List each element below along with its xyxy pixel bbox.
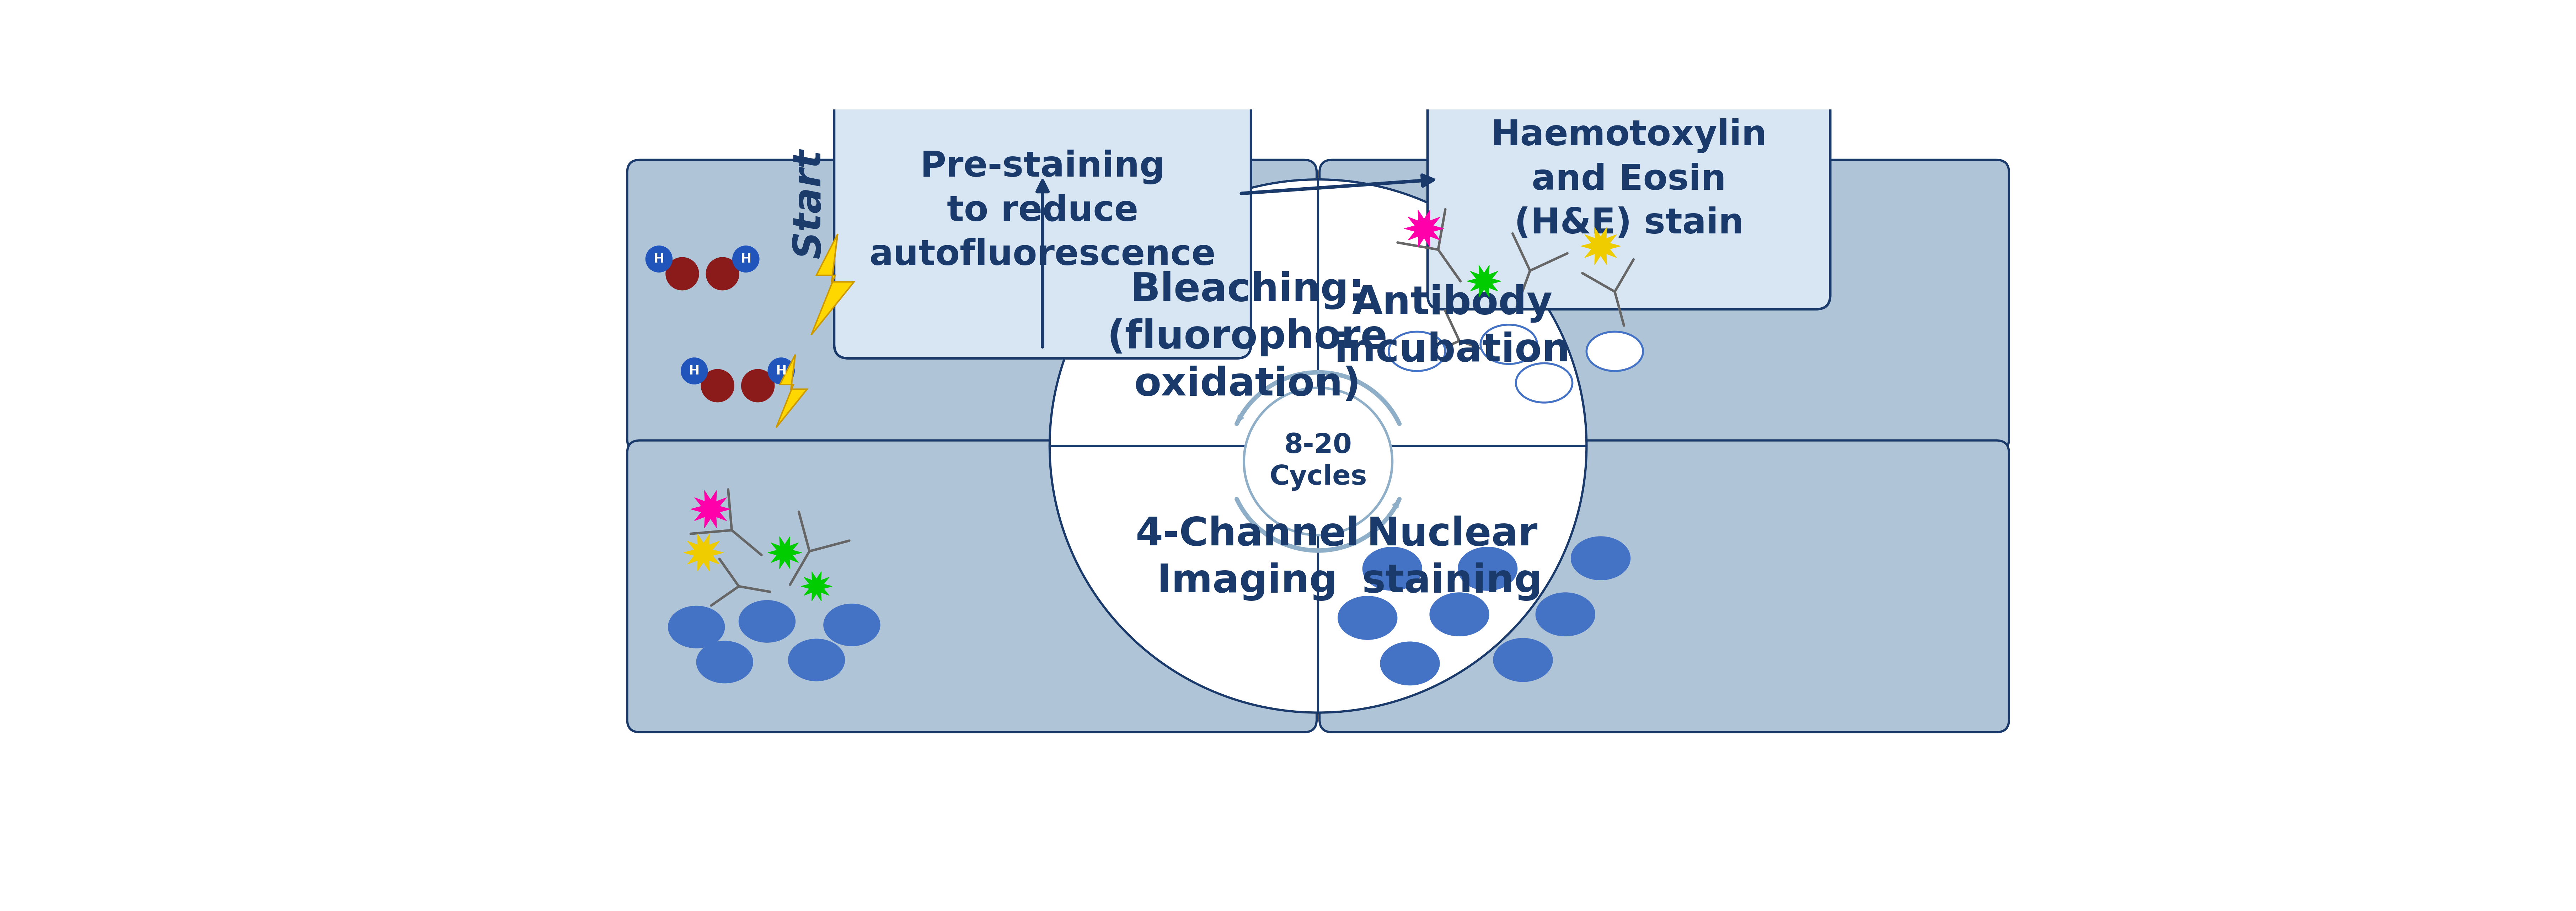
Text: 4-Channel
Imaging: 4-Channel Imaging <box>1136 516 1360 601</box>
Text: Bleaching:
(fluorophore
oxidation): Bleaching: (fluorophore oxidation) <box>1108 271 1388 404</box>
Polygon shape <box>1404 210 1443 247</box>
Ellipse shape <box>1381 641 1440 685</box>
Text: H: H <box>688 365 701 377</box>
Circle shape <box>742 369 775 402</box>
Circle shape <box>706 257 739 291</box>
Circle shape <box>647 246 672 272</box>
Ellipse shape <box>1430 593 1489 636</box>
Polygon shape <box>775 354 806 427</box>
Ellipse shape <box>1481 324 1538 364</box>
Ellipse shape <box>824 604 881 646</box>
Ellipse shape <box>1388 332 1445 371</box>
Ellipse shape <box>1515 363 1571 403</box>
Circle shape <box>701 369 734 402</box>
Text: H: H <box>739 253 752 265</box>
Polygon shape <box>690 490 732 527</box>
Ellipse shape <box>1337 596 1396 640</box>
Text: Pre-staining
to reduce
autofluorescence: Pre-staining to reduce autofluorescence <box>868 149 1216 272</box>
Ellipse shape <box>739 600 796 642</box>
Polygon shape <box>801 571 832 601</box>
Ellipse shape <box>1587 332 1643 371</box>
Ellipse shape <box>1535 593 1595 636</box>
Ellipse shape <box>788 639 845 681</box>
Circle shape <box>1048 179 1587 712</box>
Text: Start: Start <box>791 149 829 259</box>
Circle shape <box>732 246 760 272</box>
Ellipse shape <box>667 606 724 648</box>
FancyBboxPatch shape <box>1319 159 2009 452</box>
Circle shape <box>768 358 793 384</box>
Ellipse shape <box>1571 537 1631 580</box>
FancyBboxPatch shape <box>626 159 1316 452</box>
FancyBboxPatch shape <box>1427 50 1832 309</box>
FancyBboxPatch shape <box>1319 440 2009 732</box>
Ellipse shape <box>1458 547 1517 590</box>
Polygon shape <box>1582 228 1620 265</box>
Text: Antibody
incubation: Antibody incubation <box>1334 284 1571 370</box>
Ellipse shape <box>696 641 752 683</box>
Polygon shape <box>768 537 801 568</box>
Polygon shape <box>811 234 855 335</box>
Text: 8-20
Cycles: 8-20 Cycles <box>1270 433 1368 490</box>
Text: H: H <box>775 365 786 377</box>
Ellipse shape <box>1494 639 1553 681</box>
Circle shape <box>665 257 698 291</box>
Circle shape <box>1244 388 1391 535</box>
FancyBboxPatch shape <box>626 440 1316 732</box>
Polygon shape <box>683 534 724 571</box>
Polygon shape <box>1468 265 1502 297</box>
Ellipse shape <box>1363 547 1422 590</box>
Text: H: H <box>654 253 665 265</box>
Text: Nuclear
staining: Nuclear staining <box>1363 516 1543 601</box>
Text: Haemotoxylin
and Eosin
(H&E) stain: Haemotoxylin and Eosin (H&E) stain <box>1492 118 1767 241</box>
FancyBboxPatch shape <box>835 64 1252 358</box>
Circle shape <box>680 358 708 384</box>
